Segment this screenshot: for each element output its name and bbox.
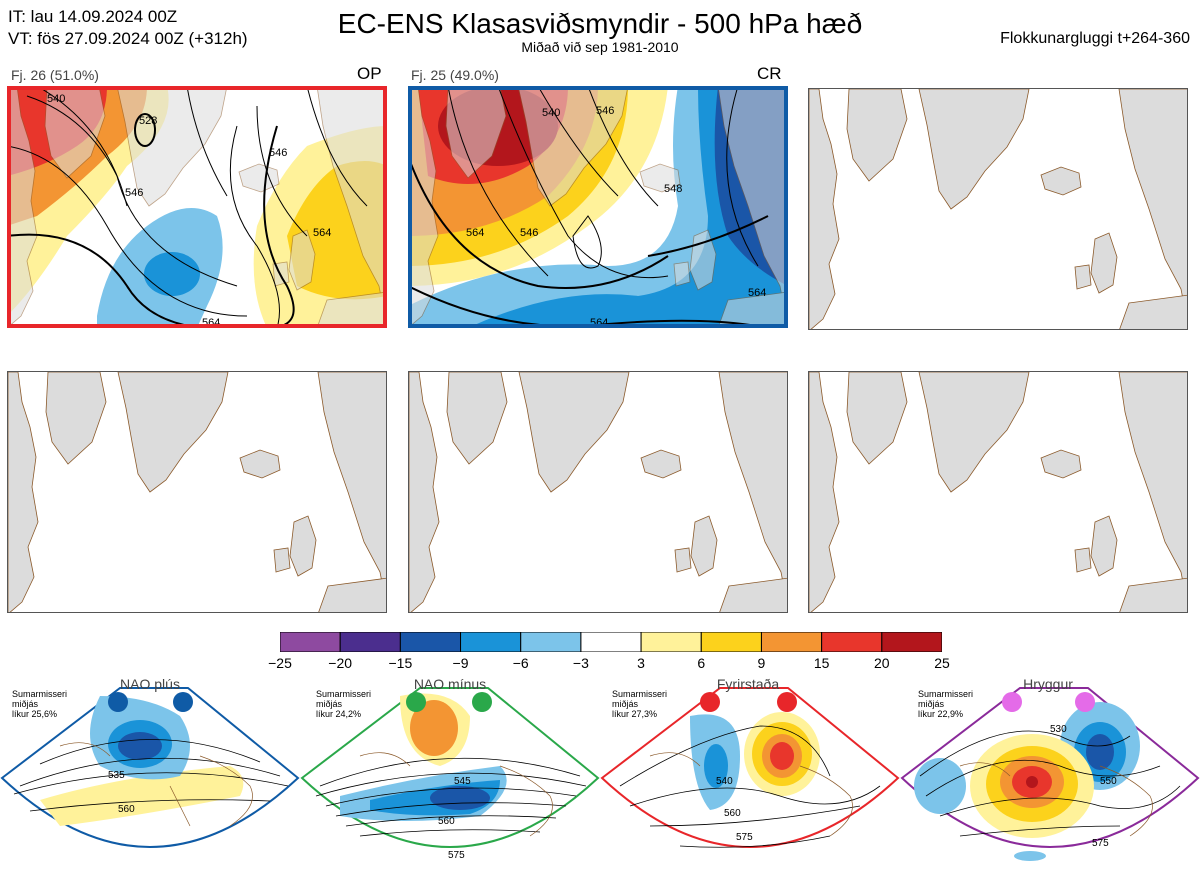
contour-label: 545 bbox=[454, 776, 471, 787]
regime-hryggur-title: Hryggur bbox=[1023, 676, 1073, 692]
regime-nao-plus-info: Sumarmisseri miðjás líkur 25,6% bbox=[12, 689, 68, 719]
contour-label: 560 bbox=[118, 804, 135, 815]
clustering-window: Flokkunargluggi t+264-360 bbox=[1000, 30, 1190, 47]
colorbar-tick-label: 3 bbox=[637, 655, 645, 671]
cluster-map-6[interactable] bbox=[808, 371, 1188, 613]
colorbar-swatch bbox=[760, 631, 823, 653]
cluster-map-5[interactable] bbox=[408, 371, 788, 613]
colorbar bbox=[279, 631, 943, 653]
regime-fyrirstada-info: Sumarmisseri miðjás líkur 27,3% bbox=[612, 689, 668, 719]
contour-label: 535 bbox=[108, 770, 125, 781]
regime-hryggur-map: 530 550 575 bbox=[900, 687, 1200, 861]
cluster-map-1[interactable]: 528 540 546 546 564 564 bbox=[7, 86, 387, 328]
contour-label: 575 bbox=[448, 850, 465, 861]
contour-label: 540 bbox=[47, 93, 65, 105]
regime-fyrirstada-map: 540 560 575 bbox=[600, 687, 900, 848]
colorbar-tick-label: 25 bbox=[934, 655, 950, 671]
contour-label: 540 bbox=[542, 107, 560, 119]
contour-label: 550 bbox=[1100, 776, 1117, 787]
colorbar-swatch bbox=[279, 631, 341, 653]
regime-fyrirstada-title: Fyrirstaða bbox=[716, 676, 780, 692]
contour-label: 530 bbox=[1050, 724, 1067, 735]
colorbar-tick-label: 20 bbox=[874, 655, 890, 671]
regime-nao-minus-info: Sumarmisseri miðjás líkur 24,2% bbox=[316, 689, 372, 719]
contour-label: 548 bbox=[664, 183, 682, 195]
run-info: IT: lau 14.09.2024 00Z VT: fös 27.09.202… bbox=[8, 6, 248, 50]
contour-label: 575 bbox=[1092, 838, 1109, 849]
cluster-map-2[interactable]: 540 546 546 548 564 564 564 bbox=[408, 86, 788, 328]
colorbar-tick-label: −20 bbox=[328, 655, 353, 671]
contour-label: 564 bbox=[202, 317, 220, 324]
colorbar-swatch bbox=[821, 631, 883, 653]
colorbar-tick-label: −9 bbox=[452, 655, 469, 671]
colorbar-tick-label: 15 bbox=[813, 655, 830, 671]
colorbar-swatch bbox=[580, 631, 642, 653]
colorbar-swatch bbox=[460, 631, 522, 653]
regime-nao-minus-title: NAO mínus bbox=[413, 676, 487, 692]
contour-label: 546 bbox=[125, 187, 143, 199]
regime-nao-minus-map: 545 560 575 bbox=[300, 687, 600, 861]
panel-2-tag: CR bbox=[757, 64, 782, 83]
regime-nao-plus-map: 535 560 bbox=[0, 687, 300, 848]
contour-label: 560 bbox=[724, 808, 741, 819]
colorbar-swatch bbox=[520, 631, 582, 653]
colorbar-swatch bbox=[640, 631, 702, 653]
contour-label: 564 bbox=[590, 317, 608, 324]
colorbar-tick-label: 6 bbox=[697, 655, 706, 671]
panel-1-tag: OP bbox=[357, 64, 382, 83]
colorbar-swatch bbox=[399, 631, 462, 653]
cluster-map-4[interactable] bbox=[7, 371, 387, 613]
initial-time: IT: lau 14.09.2024 00Z bbox=[8, 7, 178, 26]
colorbar-swatch bbox=[700, 631, 762, 653]
page-subtitle: Miðað við sep 1981-2010 bbox=[521, 39, 679, 55]
colorbar-tick-label: −25 bbox=[268, 655, 292, 671]
colorbar-tick-label: −3 bbox=[572, 655, 589, 671]
panel-1-label: Fj. 26 (51.0%) bbox=[11, 67, 99, 83]
regime-hryggur-info: Sumarmisseri miðjás líkur 22,9% bbox=[918, 689, 974, 719]
contour-label: 564 bbox=[313, 227, 331, 239]
contour-label: 546 bbox=[596, 105, 614, 117]
valid-time: VT: fös 27.09.2024 00Z (+312h) bbox=[8, 29, 248, 48]
colorbar-tick-label: −15 bbox=[388, 655, 413, 671]
regime-panels: 535 560 545 560 575 bbox=[0, 676, 1200, 871]
colorbar-tick-label: −6 bbox=[512, 655, 529, 671]
contour-label: 546 bbox=[269, 147, 287, 159]
colorbar-tick-label: 9 bbox=[757, 655, 766, 671]
regime-nao-plus-title: NAO plús bbox=[120, 676, 180, 692]
colorbar-swatch bbox=[881, 631, 943, 653]
contour-label: 540 bbox=[716, 776, 733, 787]
contour-label: 546 bbox=[520, 227, 538, 239]
contour-label: 575 bbox=[736, 832, 753, 843]
contour-label: 564 bbox=[748, 287, 766, 299]
page-title: EC-ENS Klasasviðsmyndir - 500 hPa hæð bbox=[337, 8, 863, 39]
contour-label: 528 bbox=[139, 115, 157, 127]
panel-2-label: Fj. 25 (49.0%) bbox=[411, 67, 499, 83]
contour-label: 560 bbox=[438, 816, 455, 827]
colorbar-swatch bbox=[339, 631, 401, 653]
contour-label: 564 bbox=[466, 227, 484, 239]
cluster-map-3[interactable] bbox=[808, 88, 1188, 330]
